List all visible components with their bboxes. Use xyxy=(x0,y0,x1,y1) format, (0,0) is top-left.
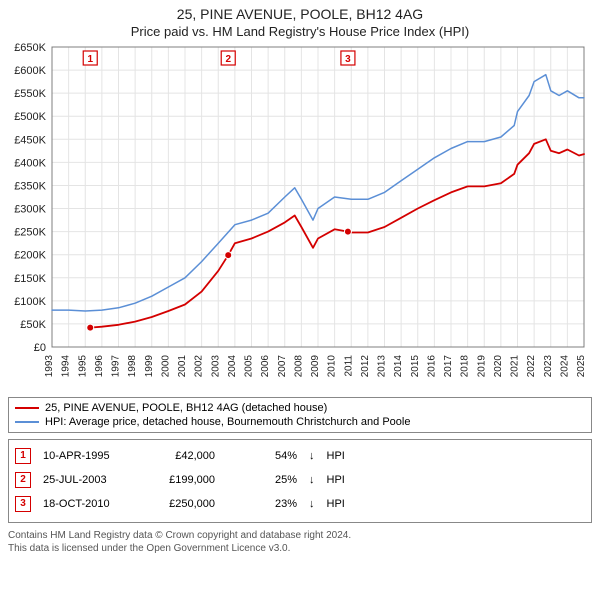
svg-text:£400K: £400K xyxy=(14,157,46,169)
svg-text:£200K: £200K xyxy=(14,250,46,262)
svg-text:£50K: £50K xyxy=(20,319,46,331)
svg-text:2025: 2025 xyxy=(576,355,587,378)
chart: £0 £50K £100K £150K £200K £250K £300K £350K £400… xyxy=(8,43,592,391)
svg-text:2003: 2003 xyxy=(210,355,221,378)
svg-text:1996: 1996 xyxy=(94,355,105,378)
svg-text:2017: 2017 xyxy=(443,355,454,378)
note-price: £199,000 xyxy=(145,474,215,486)
note-hpi-label: HPI xyxy=(327,474,345,486)
license: Contains HM Land Registry data © Crown c… xyxy=(8,529,592,555)
svg-text:£550K: £550K xyxy=(14,88,46,100)
svg-text:2000: 2000 xyxy=(160,355,171,378)
note-diff: 25% xyxy=(227,474,297,486)
svg-text:2018: 2018 xyxy=(460,355,471,378)
svg-text:2019: 2019 xyxy=(476,355,487,378)
svg-text:2009: 2009 xyxy=(310,355,321,378)
svg-text:2020: 2020 xyxy=(493,355,504,378)
note-date: 25-JUL-2003 xyxy=(43,474,133,486)
svg-text:2024: 2024 xyxy=(559,355,570,378)
svg-text:2001: 2001 xyxy=(177,355,188,378)
svg-text:1995: 1995 xyxy=(77,355,88,378)
note-marker: 1 xyxy=(15,448,31,464)
svg-text:£650K: £650K xyxy=(14,43,46,54)
svg-text:2006: 2006 xyxy=(260,355,271,378)
license-line-2: This data is licensed under the Open Gov… xyxy=(8,542,592,555)
page-subtitle: Price paid vs. HM Land Registry's House … xyxy=(8,24,592,39)
legend-label: HPI: Average price, detached house, Bour… xyxy=(45,416,410,428)
arrow-down-icon: ↓ xyxy=(309,498,315,510)
svg-text:1: 1 xyxy=(87,54,93,65)
license-line-1: Contains HM Land Registry data © Crown c… xyxy=(8,529,592,542)
svg-text:1994: 1994 xyxy=(61,355,72,378)
note-date: 18-OCT-2010 xyxy=(43,498,133,510)
svg-text:2010: 2010 xyxy=(327,355,338,378)
legend-swatch xyxy=(15,407,39,409)
svg-text:2007: 2007 xyxy=(277,355,288,378)
legend-swatch xyxy=(15,421,39,423)
svg-text:2014: 2014 xyxy=(393,355,404,378)
svg-text:2002: 2002 xyxy=(194,355,205,378)
svg-text:£600K: £600K xyxy=(14,65,46,77)
svg-text:£100K: £100K xyxy=(14,296,46,308)
svg-text:1999: 1999 xyxy=(144,355,155,378)
note-row: 1 10-APR-1995 £42,000 54% ↓ HPI xyxy=(15,444,585,468)
note-row: 2 25-JUL-2003 £199,000 25% ↓ HPI xyxy=(15,468,585,492)
svg-text:2005: 2005 xyxy=(244,355,255,378)
note-date: 10-APR-1995 xyxy=(43,450,133,462)
sales-notes: 1 10-APR-1995 £42,000 54% ↓ HPI 2 25-JUL-2003 £1… xyxy=(8,439,592,523)
svg-text:2013: 2013 xyxy=(377,355,388,378)
note-diff: 23% xyxy=(227,498,297,510)
container: 25, PINE AVENUE, POOLE, BH12 4AG Price p… xyxy=(0,0,600,590)
note-marker: 2 xyxy=(15,472,31,488)
svg-text:£500K: £500K xyxy=(14,111,46,123)
svg-text:1993: 1993 xyxy=(44,355,55,378)
svg-text:2: 2 xyxy=(225,54,231,65)
note-row: 3 18-OCT-2010 £250,000 23% ↓ HPI xyxy=(15,492,585,516)
note-price: £250,000 xyxy=(145,498,215,510)
svg-text:1998: 1998 xyxy=(127,355,138,378)
legend: 25, PINE AVENUE, POOLE, BH12 4AG (detach… xyxy=(8,397,592,433)
legend-item: 25, PINE AVENUE, POOLE, BH12 4AG (detach… xyxy=(15,401,585,415)
arrow-down-icon: ↓ xyxy=(309,450,315,462)
svg-text:£250K: £250K xyxy=(14,227,46,239)
note-price: £42,000 xyxy=(145,450,215,462)
note-diff: 54% xyxy=(227,450,297,462)
svg-text:2022: 2022 xyxy=(526,355,537,378)
svg-text:2023: 2023 xyxy=(543,355,554,378)
svg-text:1997: 1997 xyxy=(111,355,122,378)
svg-text:2015: 2015 xyxy=(410,355,421,378)
svg-text:2008: 2008 xyxy=(293,355,304,378)
svg-text:£350K: £350K xyxy=(14,180,46,192)
svg-text:3: 3 xyxy=(345,54,351,65)
svg-text:2021: 2021 xyxy=(510,355,521,378)
note-hpi-label: HPI xyxy=(327,498,345,510)
note-hpi-label: HPI xyxy=(327,450,345,462)
svg-text:£150K: £150K xyxy=(14,273,46,285)
svg-text:2016: 2016 xyxy=(426,355,437,378)
svg-text:£0: £0 xyxy=(34,342,46,354)
svg-text:2004: 2004 xyxy=(227,355,238,378)
note-marker: 3 xyxy=(15,496,31,512)
svg-text:2011: 2011 xyxy=(343,355,354,377)
legend-label: 25, PINE AVENUE, POOLE, BH12 4AG (detach… xyxy=(45,402,327,414)
svg-text:2012: 2012 xyxy=(360,355,371,378)
chart-svg: £0 £50K £100K £150K £200K £250K £300K £350K £400… xyxy=(8,43,592,391)
arrow-down-icon: ↓ xyxy=(309,474,315,486)
page-title: 25, PINE AVENUE, POOLE, BH12 4AG xyxy=(8,6,592,22)
svg-text:£300K: £300K xyxy=(14,204,46,216)
legend-item: HPI: Average price, detached house, Bour… xyxy=(15,415,585,429)
svg-text:£450K: £450K xyxy=(14,134,46,146)
